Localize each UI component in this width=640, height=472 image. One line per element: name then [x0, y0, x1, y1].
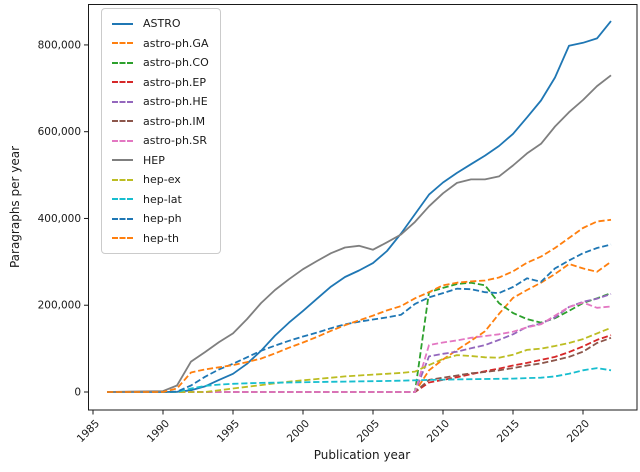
legend-line-sample: [112, 81, 133, 84]
legend-item: astro-ph.IM: [112, 116, 216, 127]
legend-line-sample: [112, 198, 133, 201]
series-line-astro-ph-im: [107, 336, 612, 393]
legend-line-sample: [112, 139, 133, 142]
legend-item: hep-ph: [112, 213, 216, 224]
legend-item: astro-ph.HE: [112, 96, 216, 107]
x-tick-label: 2010: [425, 418, 452, 445]
legend-item: ASTRO: [112, 18, 216, 29]
series-line-hep-lat: [107, 367, 612, 393]
series-line-astro-ph-he: [107, 293, 612, 393]
series-line-astro-ph-ga: [107, 261, 612, 393]
legend-line-sample: [112, 120, 133, 123]
legend-item-label: astro-ph.SR: [143, 134, 208, 148]
legend-item-label: astro-ph.IM: [143, 114, 206, 128]
series-line-hep: [106, 74, 612, 393]
legend-item-label: astro-ph.HE: [143, 95, 208, 109]
series-line-hep-th: [107, 218, 612, 393]
legend-item-label: HEP: [143, 153, 165, 167]
series-line-hep-ph: [107, 243, 612, 393]
x-tick-label: 1995: [215, 418, 242, 445]
legend-item: hep-lat: [112, 194, 216, 205]
legend-item: astro-ph.EP: [112, 77, 216, 88]
legend-item: astro-ph.SR: [112, 135, 216, 146]
legend-item-label: astro-ph.GA: [143, 36, 209, 50]
legend-item: astro-ph.GA: [112, 38, 216, 49]
legend-item-label: ASTRO: [143, 17, 181, 31]
legend-item-label: hep-th: [143, 231, 179, 245]
series-line-hep-ex: [107, 326, 612, 393]
x-tick-label: 2020: [565, 418, 592, 445]
legend-line-sample: [112, 159, 133, 162]
plot-frame: [88, 4, 638, 411]
legend-item-label: hep-ex: [143, 173, 181, 187]
legend-item-label: astro-ph.EP: [143, 75, 207, 89]
legend-line-sample: [112, 217, 133, 220]
legend-line-sample: [112, 61, 133, 64]
y-tick-label: 0: [74, 387, 81, 399]
x-tick-label: 1990: [145, 418, 172, 445]
legend-item: hep-ex: [112, 174, 216, 185]
y-tick-label: 400,000: [38, 213, 81, 225]
legend-line-sample: [112, 237, 133, 240]
legend-item-label: astro-ph.CO: [143, 56, 209, 70]
legend-line-sample: [112, 100, 133, 103]
legend-item: astro-ph.CO: [112, 57, 216, 68]
x-tick-label: 2015: [495, 418, 522, 445]
series-line-astro: [107, 20, 612, 393]
legend-line-sample: [112, 178, 133, 181]
y-axis-title: Paragraphs per year: [8, 145, 22, 269]
y-tick-label: 200,000: [38, 300, 81, 312]
legend-item-label: hep-lat: [143, 192, 182, 206]
x-tick-label: 1985: [75, 418, 102, 445]
legend-item: hep-th: [112, 233, 216, 244]
series-line-astro-ph-sr: [107, 301, 612, 393]
legend: ASTRO astro-ph.GA astro-ph.CO astro-ph.EP as…: [101, 8, 221, 254]
legend-line-sample: [112, 22, 133, 25]
legend-line-sample: [112, 42, 133, 45]
y-tick-label: 600,000: [38, 126, 81, 138]
x-tick-label: 2000: [285, 418, 312, 445]
x-tick-label: 2005: [355, 418, 382, 445]
legend-item: HEP: [112, 155, 216, 166]
y-tick-label: 800,000: [38, 39, 81, 51]
x-axis-title: Publication year: [313, 448, 411, 462]
legend-item-label: hep-ph: [143, 212, 182, 226]
series-line-astro-ph-co: [107, 281, 612, 393]
